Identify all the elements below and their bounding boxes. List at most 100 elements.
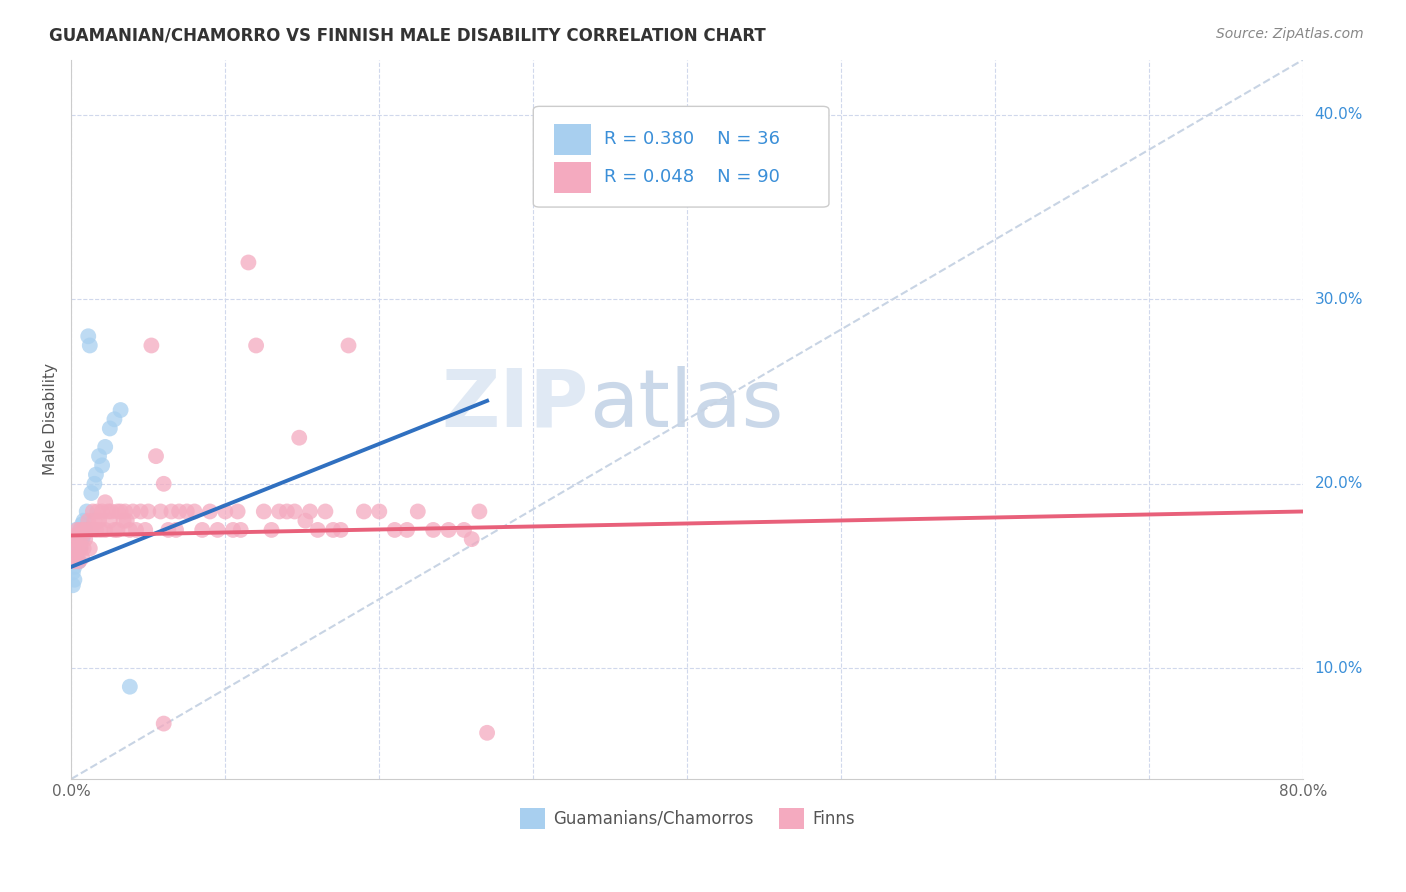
- Point: [82, 504, 104, 518]
- Text: 10.0%: 10.0%: [1315, 661, 1362, 676]
- Point: [80, 486, 103, 500]
- Point: [62, 554, 84, 568]
- Point: [384, 523, 406, 537]
- Point: [69, 541, 91, 556]
- Point: [245, 338, 267, 352]
- Text: 40.0%: 40.0%: [1315, 107, 1362, 122]
- Point: [329, 523, 352, 537]
- Point: [468, 504, 491, 518]
- Point: [395, 523, 418, 537]
- Point: [368, 504, 391, 518]
- Point: [112, 514, 135, 528]
- Point: [66, 541, 89, 556]
- Point: [118, 680, 141, 694]
- Point: [76, 523, 98, 537]
- Point: [307, 523, 329, 537]
- Point: [437, 523, 460, 537]
- Point: [298, 504, 321, 518]
- FancyBboxPatch shape: [554, 124, 591, 154]
- Point: [103, 523, 125, 537]
- Point: [84, 523, 107, 537]
- Point: [110, 403, 132, 417]
- Point: [62, 566, 84, 580]
- Point: [238, 255, 260, 269]
- Point: [107, 523, 129, 537]
- Point: [98, 514, 121, 528]
- Point: [406, 504, 429, 518]
- Point: [152, 476, 174, 491]
- Text: 20.0%: 20.0%: [1315, 476, 1362, 491]
- Point: [314, 504, 336, 518]
- Point: [79, 541, 101, 556]
- Point: [67, 528, 90, 542]
- Y-axis label: Male Disability: Male Disability: [44, 363, 58, 475]
- Point: [284, 504, 307, 518]
- Point: [115, 514, 138, 528]
- Point: [77, 329, 100, 343]
- Point: [118, 523, 141, 537]
- Point: [69, 523, 91, 537]
- Point: [107, 504, 129, 518]
- Legend: Guamanians/Chamorros, Finns: Guamanians/Chamorros, Finns: [513, 802, 862, 835]
- Point: [110, 504, 132, 518]
- Point: [198, 504, 221, 518]
- Text: GUAMANIAN/CHAMORRO VS FINNISH MALE DISABILITY CORRELATION CHART: GUAMANIAN/CHAMORRO VS FINNISH MALE DISAB…: [49, 27, 766, 45]
- Point: [288, 431, 311, 445]
- Point: [70, 528, 93, 542]
- Point: [276, 504, 298, 518]
- Point: [72, 514, 94, 528]
- Point: [83, 514, 105, 528]
- Point: [322, 523, 344, 537]
- Point: [125, 523, 148, 537]
- Point: [294, 514, 316, 528]
- Text: R = 0.380    N = 36: R = 0.380 N = 36: [603, 129, 779, 148]
- Point: [129, 504, 152, 518]
- Point: [91, 504, 114, 518]
- Point: [65, 550, 87, 565]
- Point: [87, 449, 110, 463]
- Point: [94, 523, 117, 537]
- Point: [167, 504, 190, 518]
- Point: [353, 504, 375, 518]
- Point: [62, 541, 84, 556]
- Point: [157, 523, 180, 537]
- Point: [149, 504, 172, 518]
- Point: [226, 504, 249, 518]
- Point: [460, 532, 482, 546]
- Point: [134, 523, 156, 537]
- Point: [214, 504, 236, 518]
- Point: [453, 523, 475, 537]
- Point: [100, 504, 122, 518]
- Point: [72, 541, 94, 556]
- Point: [136, 504, 159, 518]
- Point: [63, 554, 86, 568]
- Point: [98, 421, 121, 435]
- Point: [63, 532, 86, 546]
- Point: [63, 573, 86, 587]
- Point: [75, 532, 97, 546]
- Point: [83, 476, 105, 491]
- Point: [76, 504, 98, 518]
- Point: [114, 504, 136, 518]
- Text: Source: ZipAtlas.com: Source: ZipAtlas.com: [1216, 27, 1364, 41]
- Point: [66, 523, 89, 537]
- Point: [152, 716, 174, 731]
- Point: [75, 523, 97, 537]
- Point: [337, 338, 360, 352]
- Point: [63, 559, 86, 574]
- Point: [66, 541, 89, 556]
- Point: [160, 504, 183, 518]
- Point: [65, 550, 87, 565]
- Point: [66, 554, 89, 568]
- Point: [69, 541, 91, 556]
- Point: [122, 504, 145, 518]
- FancyBboxPatch shape: [533, 106, 830, 207]
- Point: [69, 523, 91, 537]
- Point: [72, 528, 94, 542]
- Point: [269, 504, 291, 518]
- Point: [70, 550, 93, 565]
- Point: [229, 523, 252, 537]
- Point: [86, 504, 108, 518]
- Point: [94, 495, 117, 509]
- Point: [176, 504, 198, 518]
